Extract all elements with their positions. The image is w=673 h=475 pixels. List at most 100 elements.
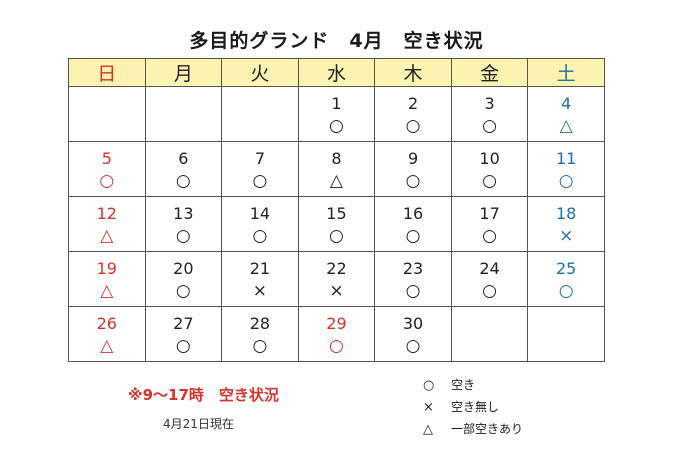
day-number: 1 <box>331 94 342 113</box>
day-number: 15 <box>326 204 347 223</box>
day-number: 3 <box>484 94 495 113</box>
calendar-day-cell: 12 △ <box>68 196 146 252</box>
day-number: 5 <box>101 149 112 168</box>
as-of-date: 4月21日現在 <box>163 417 234 431</box>
calendar-day-cell: 15 ○ <box>297 196 376 252</box>
circle-icon: ○ <box>405 336 421 356</box>
weekday-tuesday: 火 <box>221 58 299 87</box>
circle-icon: ○ <box>252 336 268 356</box>
day-number: 7 <box>254 149 265 168</box>
day-number: 25 <box>556 259 577 278</box>
cross-icon: × <box>559 226 574 246</box>
weekday-thursday: 木 <box>374 58 452 87</box>
day-number: 26 <box>96 314 117 333</box>
calendar-day-cell: 10 ○ <box>450 141 529 197</box>
calendar-day-cell: 17 ○ <box>450 196 529 252</box>
circle-icon: ○ <box>482 281 498 301</box>
day-number: 29 <box>326 314 347 333</box>
calendar-day-cell: 3 ○ <box>450 86 529 142</box>
day-number: 23 <box>402 259 424 278</box>
triangle-icon: △ <box>100 336 114 356</box>
circle-icon: ○ <box>329 336 344 356</box>
calendar-day-cell: 9 ○ <box>374 141 452 197</box>
day-number: 17 <box>479 204 500 223</box>
calendar-day-cell: 8 △ <box>297 141 376 197</box>
legend-label: 空き <box>451 378 476 392</box>
day-number: 8 <box>331 149 342 168</box>
day-number: 30 <box>402 314 424 333</box>
calendar-day-cell: 21 × <box>221 251 299 307</box>
calendar-day-cell: 6 ○ <box>144 141 223 197</box>
circle-icon: ○ <box>99 171 115 191</box>
weekday-sunday: 日 <box>68 58 146 87</box>
circle-icon: ○ <box>558 281 574 301</box>
day-number: 13 <box>173 204 194 223</box>
page-title: 多目的グランド 4月 空き状況 <box>189 30 484 52</box>
day-number: 10 <box>479 149 500 168</box>
triangle-icon: △ <box>423 422 433 437</box>
day-number: 14 <box>249 204 271 223</box>
calendar-day-cell: 20 ○ <box>144 251 223 307</box>
day-number: 20 <box>173 259 194 278</box>
calendar-week-row: 26 △ 27 ○ 28 ○ 29 ○ 30 ○ <box>68 306 605 362</box>
calendar-empty-cell <box>221 86 299 142</box>
day-number: 11 <box>556 149 577 168</box>
calendar-day-cell: 18 × <box>527 196 605 252</box>
calendar-table: 日 月 火 水 木 金 土 1 ○ 2 ○ 3 ○ 4 △ 5 ○ 6 ○ 7 ○ 8 △ 9 ○ 10 ○ 11 ○ 12… <box>68 58 605 362</box>
legend-label: 一部空きあり <box>451 422 524 436</box>
circle-icon: ○ <box>423 378 435 393</box>
calendar-day-cell: 29 ○ <box>297 306 376 362</box>
day-number: 9 <box>407 149 419 168</box>
calendar-day-cell: 24 ○ <box>450 251 529 307</box>
circle-icon: ○ <box>482 171 498 191</box>
calendar-day-cell: 1 ○ <box>297 86 376 142</box>
legend-label: 空き無し <box>451 400 500 414</box>
calendar-day-cell: 13 ○ <box>144 196 223 252</box>
legend-item-partial: △ 一部空きあり <box>423 418 523 440</box>
calendar-day-cell: 22 × <box>297 251 376 307</box>
day-number: 18 <box>556 204 577 223</box>
calendar-day-cell: 5 ○ <box>68 141 146 197</box>
circle-icon: ○ <box>175 336 191 356</box>
calendar-day-cell: 2 ○ <box>374 86 452 142</box>
circle-icon: ○ <box>482 116 498 136</box>
legend: ○ 空き × 空き無し △ 一部空きあり <box>423 374 523 440</box>
cross-icon: × <box>252 281 268 301</box>
day-number: 6 <box>178 149 189 168</box>
day-number: 12 <box>96 204 117 223</box>
cross-icon: × <box>329 281 344 301</box>
weekday-header-row: 日 月 火 水 木 金 土 <box>68 58 605 87</box>
circle-icon: ○ <box>175 226 191 246</box>
weekday-friday: 金 <box>450 58 529 87</box>
day-number: 27 <box>173 314 194 333</box>
circle-icon: ○ <box>175 171 191 191</box>
calendar-day-cell: 16 ○ <box>374 196 452 252</box>
triangle-icon: △ <box>329 171 343 191</box>
legend-item-available: ○ 空き <box>423 374 523 396</box>
day-number: 16 <box>402 204 424 223</box>
calendar-day-cell: 26 △ <box>68 306 146 362</box>
calendar-empty-cell <box>68 86 146 142</box>
day-number: 21 <box>249 259 271 278</box>
weekday-monday: 月 <box>144 58 223 87</box>
calendar-day-cell: 7 ○ <box>221 141 299 197</box>
circle-icon: ○ <box>252 226 268 246</box>
calendar-week-row: 5 ○ 6 ○ 7 ○ 8 △ 9 ○ 10 ○ 11 ○ <box>68 141 605 197</box>
triangle-icon: △ <box>100 281 114 301</box>
calendar-day-cell: 30 ○ <box>374 306 452 362</box>
day-number: 4 <box>561 94 572 113</box>
day-number: 22 <box>326 259 347 278</box>
calendar-day-cell: 14 ○ <box>221 196 299 252</box>
circle-icon: ○ <box>405 226 421 246</box>
calendar-day-cell: 11 ○ <box>527 141 605 197</box>
calendar-week-row: 19 △ 20 ○ 21 × 22 × 23 ○ 24 ○ 25 ○ <box>68 251 605 307</box>
calendar-empty-cell <box>527 306 605 362</box>
hours-footnote: ※9～17時 空き状況 <box>128 386 279 404</box>
circle-icon: ○ <box>405 171 421 191</box>
circle-icon: ○ <box>558 171 574 191</box>
circle-icon: ○ <box>329 226 344 246</box>
calendar-day-cell: 23 ○ <box>374 251 452 307</box>
circle-icon: ○ <box>175 281 191 301</box>
calendar-day-cell: 25 ○ <box>527 251 605 307</box>
calendar-empty-cell <box>144 86 223 142</box>
